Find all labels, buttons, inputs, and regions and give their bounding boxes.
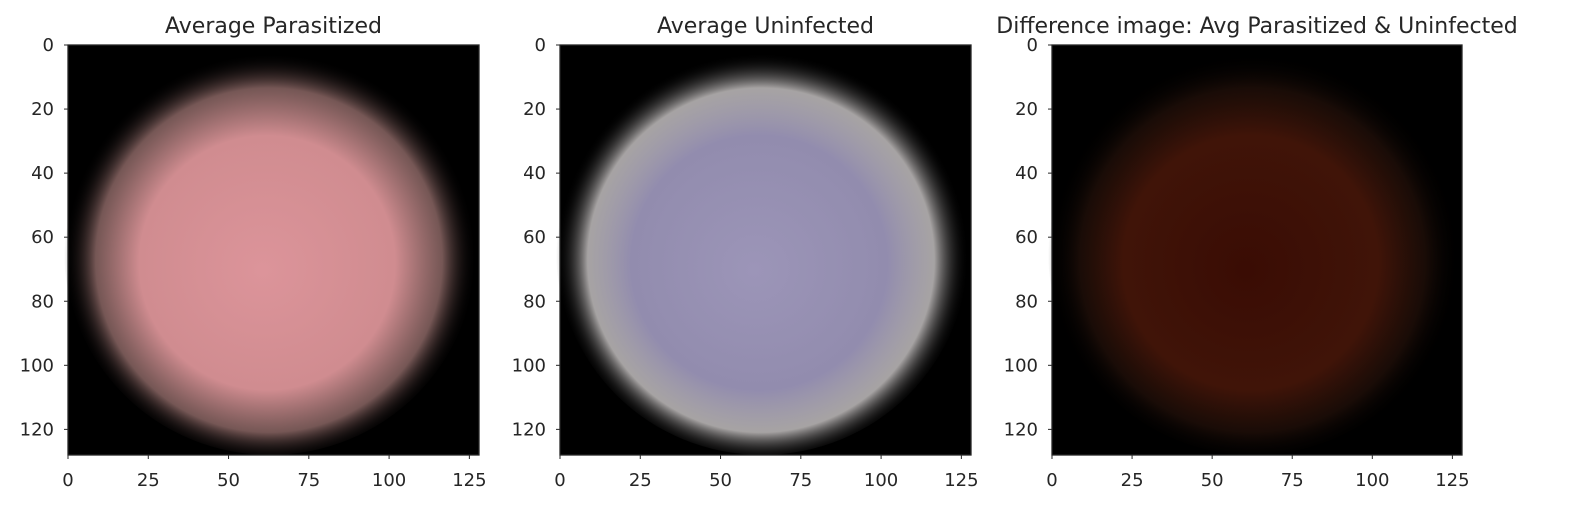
- y-tick-label: 100: [20, 355, 54, 376]
- x-tick-label: 50: [217, 470, 240, 491]
- y-tick-label: 80: [1015, 291, 1038, 312]
- panel-difference-image: Difference image: Avg Parasitized & Unin…: [996, 14, 1517, 491]
- x-tick-label: 50: [709, 470, 732, 491]
- axes-frame-difference: [1051, 44, 1463, 456]
- y-tick-label: 40: [523, 163, 546, 184]
- cell-image-difference: [1047, 45, 1460, 455]
- x-tick-label: 100: [1355, 470, 1389, 491]
- y-tick-label: 80: [31, 291, 54, 312]
- x-tick-label: 0: [1046, 470, 1057, 491]
- x-tick-label: 25: [1121, 470, 1144, 491]
- y-tick-label: 120: [512, 419, 546, 440]
- x-tick-label: 50: [1201, 470, 1224, 491]
- panel-average-uninfected: Average Uninfected 0 25 50 75 100 125 0 20 40 60 80…: [512, 14, 979, 491]
- y-tick-label: 20: [1015, 99, 1038, 120]
- y-tick-label: 20: [523, 99, 546, 120]
- panel-title-parasitized: Average Parasitized: [165, 14, 382, 39]
- y-tick-label: 80: [523, 291, 546, 312]
- x-tick-label: 100: [372, 470, 406, 491]
- axes-frame-parasitized: [67, 44, 480, 456]
- y-tick-label: 0: [43, 35, 54, 56]
- panel-average-parasitized: Average Parasitized 0 25 50 75 100 125 0 20 40 60 8…: [20, 14, 487, 491]
- y-tick-label: 100: [1004, 355, 1038, 376]
- y-tick-label: 60: [31, 227, 54, 248]
- panel-title-difference: Difference image: Avg Parasitized & Unin…: [996, 14, 1517, 39]
- panel-title-uninfected: Average Uninfected: [657, 14, 874, 39]
- y-tick-label: 60: [1015, 227, 1038, 248]
- x-tick-label: 125: [452, 470, 486, 491]
- y-tick-label: 120: [1004, 419, 1038, 440]
- x-tick-label: 125: [944, 470, 978, 491]
- y-tick-label: 40: [1015, 163, 1038, 184]
- x-tick-label: 100: [864, 470, 898, 491]
- y-tick-label: 100: [512, 355, 546, 376]
- cell-image-uninfected: [555, 45, 969, 455]
- x-tick-label: 0: [554, 470, 565, 491]
- axes-frame-uninfected: [559, 44, 972, 456]
- x-tick-label: 0: [62, 470, 73, 491]
- x-tick-label: 125: [1435, 470, 1469, 491]
- x-tick-label: 75: [297, 470, 320, 491]
- x-tick-label: 25: [629, 470, 652, 491]
- x-tick-label: 25: [137, 470, 160, 491]
- y-tick-label: 40: [31, 163, 54, 184]
- y-tick-label: 60: [523, 227, 546, 248]
- y-tick-label: 20: [31, 99, 54, 120]
- y-tick-label: 0: [535, 35, 546, 56]
- y-tick-label: 120: [20, 419, 54, 440]
- cell-image-parasitized: [63, 45, 477, 455]
- x-tick-label: 75: [1281, 470, 1304, 491]
- y-tick-label: 0: [1027, 35, 1038, 56]
- x-tick-label: 75: [789, 470, 812, 491]
